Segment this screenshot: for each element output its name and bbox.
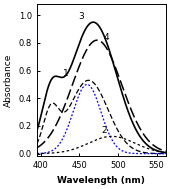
Text: 2: 2	[102, 126, 107, 135]
Y-axis label: Absorbance: Absorbance	[4, 54, 13, 107]
Text: 4: 4	[103, 33, 109, 42]
X-axis label: Wavelength (nm): Wavelength (nm)	[57, 176, 145, 185]
Text: 1: 1	[63, 69, 69, 77]
Text: 3: 3	[78, 12, 84, 21]
